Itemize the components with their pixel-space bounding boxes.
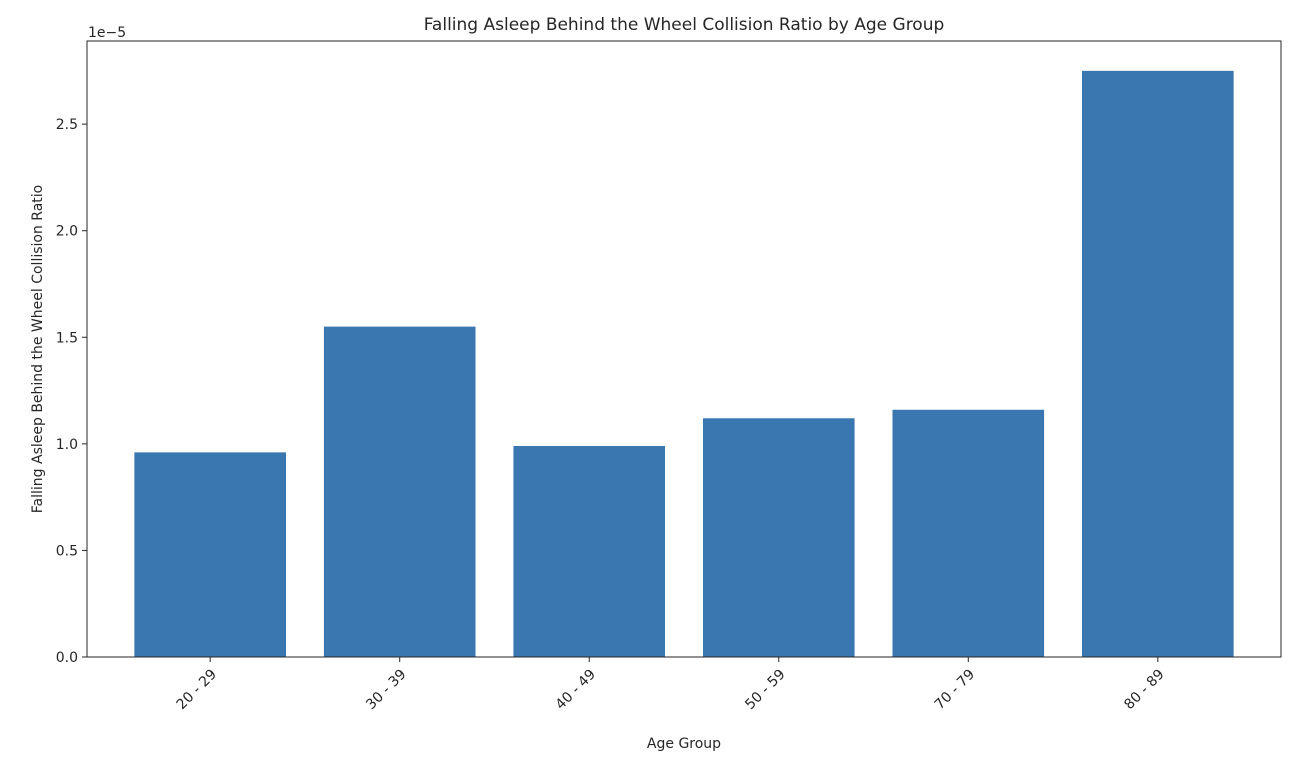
bar-40-49 [513,445,666,657]
x-tick-label: 20 - 29 [174,667,220,713]
y-tick-label: 0.5 [56,543,78,559]
bar-70-79 [892,409,1045,657]
y-tick-label: 0.0 [56,650,78,666]
bar-80-89 [1082,70,1234,658]
x-axis-label: Age Group [647,736,721,752]
bar-20-29 [134,452,286,657]
y-tick-label: 2.0 [56,224,78,240]
chart-title: Falling Asleep Behind the Wheel Collisio… [424,15,945,35]
x-tick-label: 50 - 59 [742,667,788,713]
plot-frame [86,40,1282,658]
x-tick-label: 80 - 89 [1121,667,1167,713]
x-tick-label: 70 - 79 [932,667,978,713]
y-axis-offset-label: 1e−5 [88,25,126,41]
x-tick-label: 30 - 39 [363,667,409,713]
bar-50-59 [702,418,855,657]
plot-area: 20 - 29 30 - 39 40 - 49 50 - 59 70 - 79 80 - … [56,40,1282,713]
y-axis-label: Falling Asleep Behind the Wheel Collisio… [30,185,46,513]
y-tick-label: 1.5 [56,330,78,346]
x-tick-label: 40 - 49 [553,667,599,713]
y-tick-label: 1.0 [56,437,78,453]
y-tick-label: 2.5 [56,117,78,133]
bar-30-39 [323,326,476,657]
